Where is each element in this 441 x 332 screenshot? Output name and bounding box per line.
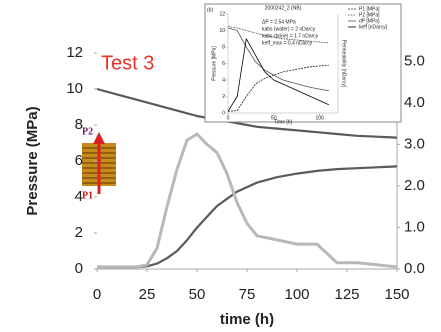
inset-note: kabs (water) = 2 nDarcy <box>262 26 316 32</box>
series-line <box>97 165 398 269</box>
inset-chart: (b) 2000242_2 (NB) ΔP = 2.54 MPa kabs (w… <box>204 3 402 125</box>
series-line <box>227 26 329 44</box>
y2-tick-label: 2.0 <box>404 177 425 194</box>
y-tick-label: 0 <box>222 110 225 116</box>
inset-tag: (b) <box>207 7 213 13</box>
y-tick-label: 2 <box>222 94 225 100</box>
p2-label: P2 <box>82 126 93 137</box>
x-axis-title: Time [h] <box>274 119 292 125</box>
y-tick-label: 8 <box>75 116 83 133</box>
inset-note: ΔP = 2.54 MPa <box>262 19 296 25</box>
y-axis-title: Pressure (MPa) <box>24 106 41 215</box>
inset-note: kabs (brine) = 1.7 nDarcy <box>262 33 319 39</box>
x-axis-title: time (h) <box>220 311 274 328</box>
y-tick-label: 6 <box>222 61 225 67</box>
x-tick-label: 150 <box>384 286 409 303</box>
series-line <box>227 38 329 112</box>
main-chart: Test 3 P2 P1 0 2 4 6 8 10 12 0.0 1.0 2.0 3.0 4.0 5.0… <box>24 44 425 328</box>
inset-note: keff_max = 0.4 nDarcy <box>262 40 313 46</box>
y-tick-label: 10 <box>66 80 83 97</box>
y-tick-label: 2 <box>75 224 83 241</box>
y-tick-label: 12 <box>219 11 225 17</box>
y2-tick-label: 3.0 <box>404 135 425 152</box>
y-tick-label: 6 <box>75 152 83 169</box>
y-tick-label: 8 <box>222 44 225 50</box>
series-line <box>227 64 329 112</box>
series-line <box>97 132 398 269</box>
legend-label: dP [MPa] <box>359 18 380 24</box>
flow-arrow-head <box>93 132 105 144</box>
y-tick-label: 4 <box>75 188 83 205</box>
y-axis-title: Pressure [MPa] <box>211 46 217 81</box>
x-tick-label: 100 <box>284 286 309 303</box>
x-tick-label: 75 <box>239 286 256 303</box>
y-tick-label: 0 <box>75 260 83 277</box>
y2-axis-title: Permeability [nDarcy] <box>341 40 347 88</box>
y2-tick-label: 1.0 <box>404 218 425 235</box>
y2-tick-label: 0.0 <box>404 260 425 277</box>
y-tick-label: 10 <box>219 28 225 34</box>
series-line <box>227 27 329 92</box>
p1-label: P1 <box>82 190 93 201</box>
inset-title: 2000242_2 (NB) <box>265 5 302 11</box>
legend-label: P1 [MPa] <box>359 6 380 12</box>
y-tick-label: 4 <box>222 77 225 83</box>
x-tick-label: 100 <box>315 115 324 121</box>
x-tick-label: 0 <box>227 115 230 121</box>
legend-label: P2 [MPa] <box>359 12 380 18</box>
x-tick-label: 125 <box>334 286 359 303</box>
y2-tick-label: 5.0 <box>404 52 425 69</box>
legend-label: keff [nDarcy] <box>359 24 388 30</box>
x-tick-label: 50 <box>189 286 206 303</box>
y2-tick-label: 4.0 <box>404 94 425 111</box>
x-tick-label: 0 <box>93 286 101 303</box>
x-tick-label: 25 <box>139 286 156 303</box>
y-tick-label: 12 <box>66 44 83 61</box>
inset-frame <box>204 3 402 123</box>
x-tick-label: 50 <box>271 115 277 121</box>
test-label: Test 3 <box>101 52 154 74</box>
